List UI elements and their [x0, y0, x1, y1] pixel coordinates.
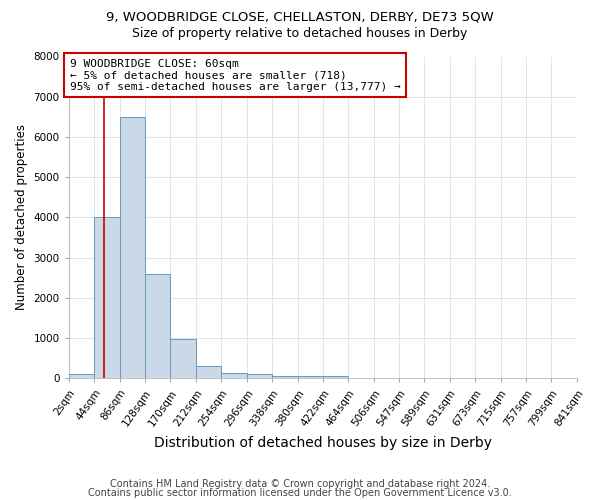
Bar	[170, 340, 196, 378]
Text: Contains HM Land Registry data © Crown copyright and database right 2024.: Contains HM Land Registry data © Crown c…	[110, 479, 490, 489]
Bar	[221, 373, 247, 378]
Text: Contains public sector information licensed under the Open Government Licence v3: Contains public sector information licen…	[88, 488, 512, 498]
Bar	[69, 374, 94, 378]
Y-axis label: Number of detached properties: Number of detached properties	[15, 124, 28, 310]
Bar	[145, 274, 170, 378]
Bar	[323, 376, 349, 378]
Bar	[298, 376, 323, 378]
Bar	[196, 366, 221, 378]
X-axis label: Distribution of detached houses by size in Derby: Distribution of detached houses by size …	[154, 436, 492, 450]
Text: Size of property relative to detached houses in Derby: Size of property relative to detached ho…	[133, 28, 467, 40]
Text: 9 WOODBRIDGE CLOSE: 60sqm
← 5% of detached houses are smaller (718)
95% of semi-: 9 WOODBRIDGE CLOSE: 60sqm ← 5% of detach…	[70, 58, 401, 92]
Bar	[119, 117, 145, 378]
Bar	[247, 374, 272, 378]
Text: 9, WOODBRIDGE CLOSE, CHELLASTON, DERBY, DE73 5QW: 9, WOODBRIDGE CLOSE, CHELLASTON, DERBY, …	[106, 10, 494, 23]
Bar	[94, 218, 119, 378]
Bar	[272, 376, 298, 378]
